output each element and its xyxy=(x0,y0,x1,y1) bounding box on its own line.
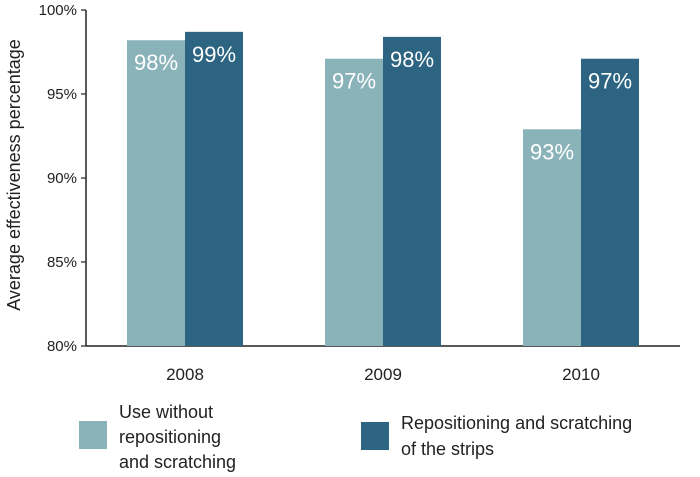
data-labels: 98% 99% 97% 98% 93% 97% xyxy=(134,42,632,164)
data-label-series-1-2008: 98% xyxy=(134,50,178,75)
bar-series-2-2009 xyxy=(383,36,441,346)
legend-label-series-2-line-1: Repositioning and scratching xyxy=(401,413,632,433)
y-tick-label: 100% xyxy=(39,2,77,19)
data-label-series-2-2009: 98% xyxy=(390,47,434,72)
y-axis-title: Average effectiveness percentage xyxy=(4,39,24,311)
y-tick-label: 90% xyxy=(47,170,77,187)
x-axis-tick-labels: 2008 2009 2010 xyxy=(166,365,600,384)
bar-series-1-2008 xyxy=(127,40,185,347)
x-tick-label-2009: 2009 xyxy=(364,365,402,384)
y-axis-ticks: 80% 85% 90% 95% 100% xyxy=(39,2,86,355)
legend-label-series-1-line-1: Use without xyxy=(119,402,213,422)
legend-label-series-1-line-2: repositioning xyxy=(119,427,221,447)
data-label-series-2-2010: 97% xyxy=(588,69,632,94)
legend-label-series-2: Repositioning and scratching of the stri… xyxy=(401,413,637,459)
y-tick-label: 95% xyxy=(47,86,77,103)
x-tick-label-2008: 2008 xyxy=(166,365,204,384)
bar-series-2-2008 xyxy=(185,31,243,347)
bars xyxy=(127,31,639,347)
y-axis-title-group: Average effectiveness percentage xyxy=(4,39,24,311)
data-label-series-1-2009: 97% xyxy=(332,69,376,94)
legend-swatch-series-2 xyxy=(361,422,389,450)
x-tick-label-2010: 2010 xyxy=(562,365,600,384)
legend-label-series-2-line-2: of the strips xyxy=(401,439,494,459)
y-tick-label: 80% xyxy=(47,338,77,355)
bar-series-1-2009 xyxy=(325,58,383,346)
legend-swatch-series-1 xyxy=(79,421,107,449)
data-label-series-2-2008: 99% xyxy=(192,42,236,67)
legend-label-series-1: Use without repositioning and scratching xyxy=(119,402,236,472)
data-label-series-1-2010: 93% xyxy=(530,139,574,164)
bar-series-1-2010 xyxy=(523,129,581,346)
bar-series-2-2010 xyxy=(581,58,639,346)
y-tick-label: 85% xyxy=(47,254,77,271)
legend-label-series-1-line-3: and scratching xyxy=(119,452,236,472)
legend: Use without repositioning and scratching… xyxy=(79,402,637,472)
